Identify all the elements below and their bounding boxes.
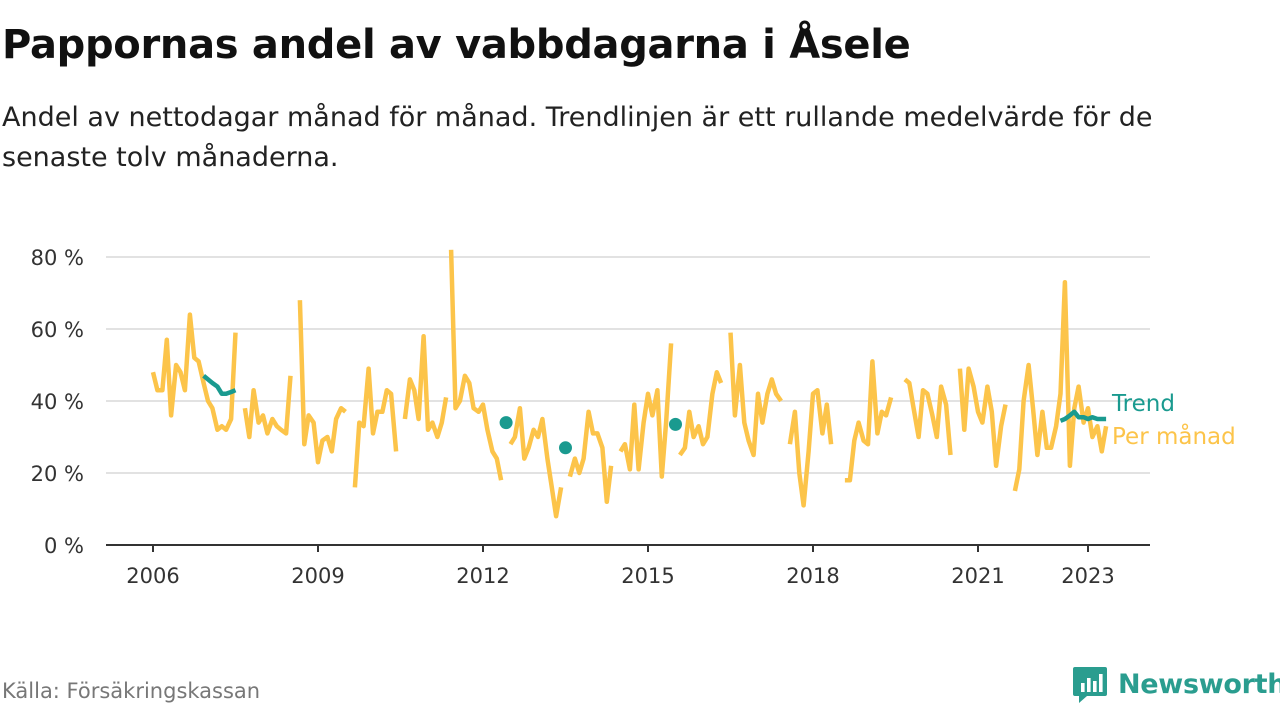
series-point (499, 416, 513, 430)
series-line-segment (567, 409, 614, 505)
series-point (559, 441, 572, 455)
series-line-segment (844, 359, 894, 483)
y-tick-label: 60 % (31, 318, 84, 342)
series-line-segment (150, 312, 238, 433)
brand-logo[interactable]: Newsworthy (1072, 664, 1280, 704)
brand-name: Newsworthy (1118, 668, 1280, 700)
legend: Trend Per månad (1111, 391, 1236, 450)
x-axis: 2006 2009 2012 2015 2018 2021 2023 (106, 544, 1150, 588)
y-tick-label: 40 % (31, 390, 84, 414)
legend-per-manad: Per månad (1112, 422, 1236, 450)
chart-subtitle: Andel av nettodagar månad för månad. Tre… (2, 102, 1153, 173)
y-tick-label: 0 % (44, 534, 84, 558)
series-line-segment (1059, 409, 1107, 423)
series-point (669, 417, 682, 431)
series-line-segment (508, 405, 564, 519)
chart-title: Pappornas andel av vabbdagarna i Åsele (2, 22, 911, 68)
x-tick-label: 2021 (951, 564, 1004, 588)
series-line-segment (352, 366, 399, 488)
y-tick-label: 20 % (31, 462, 84, 486)
newsworthy-logo-icon (1073, 667, 1107, 703)
series-line-segment (202, 374, 237, 397)
x-tick-label: 2006 (126, 564, 179, 588)
series-line-segment (728, 332, 783, 458)
series-line-segment (448, 249, 504, 481)
y-axis-ticks: 0 % 20 % 40 % 60 % 80 % (31, 246, 84, 558)
x-tick-label: 2015 (621, 564, 674, 588)
legend-trend: Trend (1111, 391, 1175, 417)
series-line-segment (297, 300, 347, 465)
series-line-segment (678, 369, 724, 457)
series-line-segment (242, 375, 293, 440)
y-tick-label: 80 % (31, 246, 84, 270)
series-per-månad (150, 249, 1109, 519)
x-tick-label: 2012 (456, 564, 509, 588)
gridlines (106, 256, 1150, 474)
series-line-segment (903, 377, 953, 456)
series-line-segment (787, 387, 834, 508)
x-tick-label: 2009 (291, 564, 344, 588)
series-line-segment (402, 333, 449, 440)
x-tick-label: 2018 (786, 564, 839, 588)
x-tick-label: 2023 (1061, 564, 1114, 588)
series-trend (202, 374, 1107, 455)
source-note: Källa: Försäkringskassan (2, 679, 261, 703)
line-chart: 0 % 20 % 40 % 60 % 80 % 2006 2009 2012 2015 2018… (31, 246, 1236, 588)
series-lines (150, 249, 1109, 519)
series-line-segment (618, 343, 674, 479)
series-line-segment (1012, 279, 1109, 492)
series-line-segment (957, 366, 1008, 469)
